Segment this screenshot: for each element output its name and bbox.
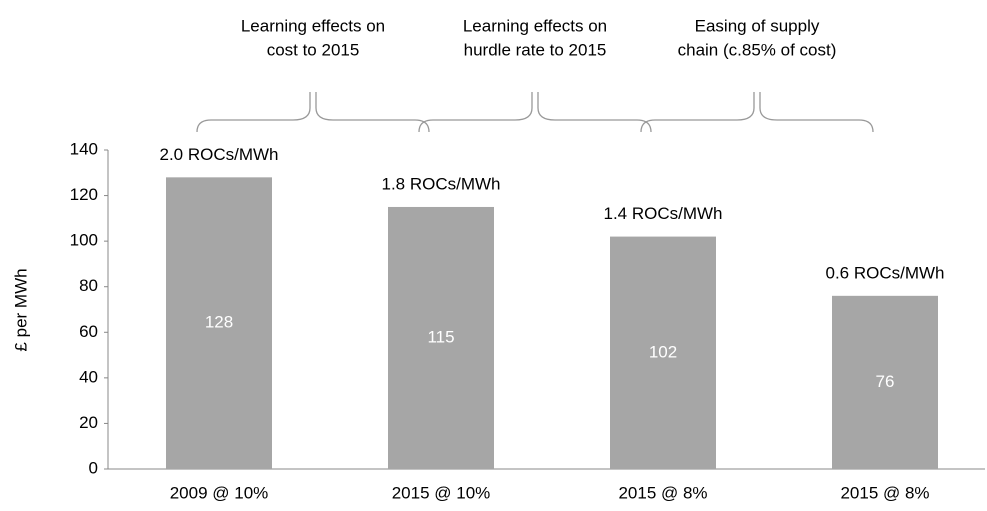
bar-label: 0.6 ROCs/MWh	[825, 263, 944, 282]
brace	[196, 92, 430, 133]
value-label: 102	[649, 342, 677, 361]
brace	[640, 92, 874, 133]
value-label: 128	[205, 313, 233, 332]
bar	[166, 177, 272, 470]
y-tick-label: 100	[70, 231, 98, 250]
annotation: cost to 2015	[267, 40, 360, 59]
y-tick-label: 80	[79, 276, 98, 295]
y-tick-label: 20	[79, 413, 98, 432]
bar-label: 1.8 ROCs/MWh	[381, 174, 500, 193]
x-tick-label: 2015 @ 8%	[618, 483, 707, 502]
annotation: Easing of supply	[695, 16, 820, 35]
x-tick-label: 2015 @ 8%	[840, 483, 929, 502]
bar	[388, 206, 494, 469]
y-tick-label: 60	[79, 322, 98, 341]
y-tick-label: 40	[79, 367, 98, 386]
bar-label: 1.4 ROCs/MWh	[603, 204, 722, 223]
x-tick-label: 2009 @ 10%	[170, 483, 269, 502]
x-tick-label: 2015 @ 10%	[392, 483, 491, 502]
y-tick-label: 120	[70, 185, 98, 204]
y-tick-label: 140	[70, 139, 98, 158]
annotation: Learning effects on	[463, 16, 607, 35]
brace	[418, 92, 652, 133]
value-label: 76	[876, 372, 895, 391]
y-axis-label: £ per MWh	[11, 268, 30, 351]
value-label: 115	[427, 327, 454, 346]
annotation: chain (c.85% of cost)	[678, 40, 837, 59]
bar	[832, 295, 938, 469]
annotation: hurdle rate to 2015	[464, 40, 607, 59]
bar-label: 2.0 ROCs/MWh	[159, 145, 278, 164]
annotation: Learning effects on	[241, 16, 385, 35]
y-tick-label: 0	[89, 458, 98, 477]
bar	[610, 236, 716, 469]
